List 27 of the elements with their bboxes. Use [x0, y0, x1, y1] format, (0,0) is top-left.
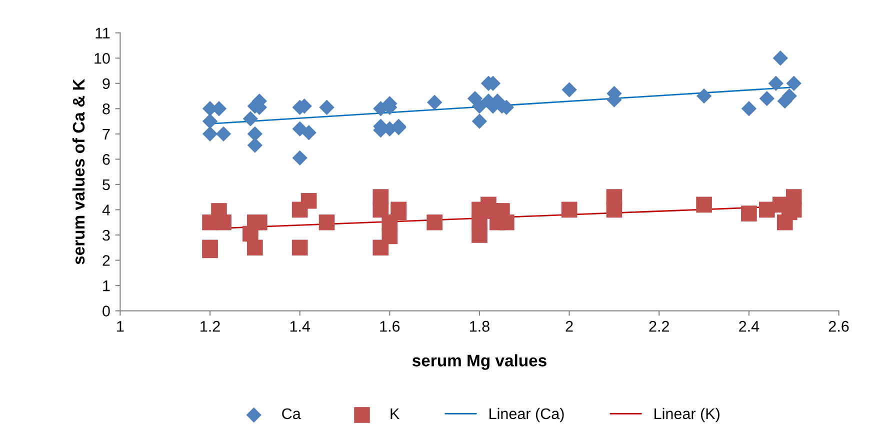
x-tick-label: 2.6: [828, 320, 849, 332]
y-tick-label: 5: [102, 179, 110, 190]
y-tick-label: 4: [102, 204, 110, 216]
y-tick-label: 10: [94, 52, 110, 64]
x-tick-label: 1.2: [200, 320, 220, 332]
legend-label: K: [390, 408, 400, 420]
y-tick-label: 7: [102, 128, 110, 140]
x-tick-label: 1.4: [290, 321, 310, 332]
legend-label: Linear (Ca): [490, 408, 564, 422]
y-tick-label: 2: [102, 255, 110, 266]
x-tick-label: 2.4: [739, 320, 760, 332]
x-tick-label: 1: [117, 321, 124, 332]
y-tick-label: 11: [96, 28, 110, 38]
y-tick-label: 8: [102, 104, 110, 114]
y-tick-label: 9: [102, 78, 110, 90]
y-tick-label: 6: [102, 154, 110, 165]
x-tick-label: 2.2: [649, 320, 669, 332]
x-tick-label: 1.8: [470, 320, 490, 332]
y-tick-label: 1: [103, 280, 110, 292]
x-tick-label: 1.6: [380, 320, 400, 332]
y-axis-title: serum values of Ca & K: [72, 78, 85, 264]
y-tick-label: 3: [102, 230, 110, 241]
legend-label: Ca: [282, 408, 301, 420]
y-tick-label: 0: [102, 306, 110, 316]
legend-label: Linear (K): [654, 408, 720, 422]
x-axis-title: serum Mg values: [412, 354, 546, 370]
x-tick-label: 2: [566, 320, 573, 332]
